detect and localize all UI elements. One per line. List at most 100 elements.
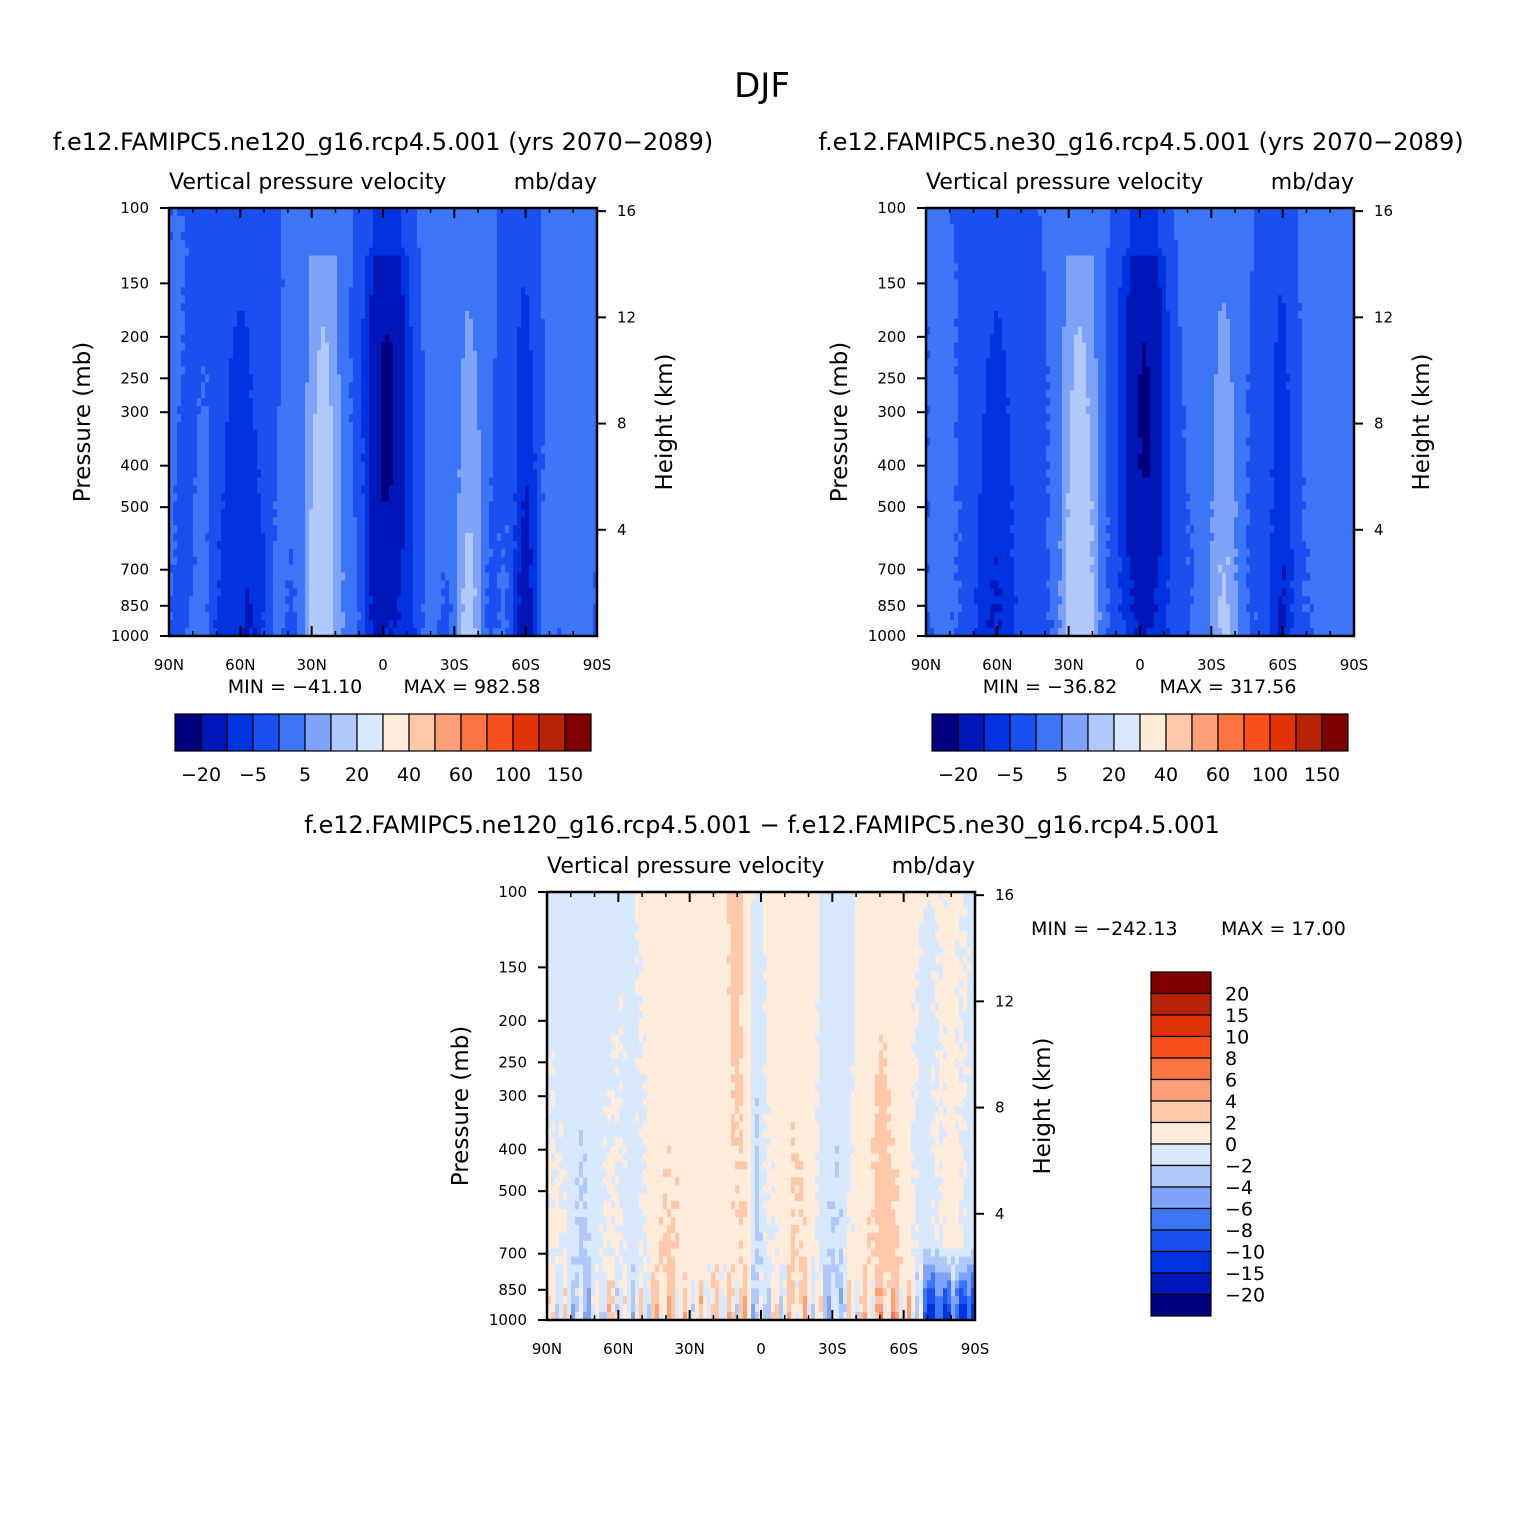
- contour-band: [827, 1256, 832, 1266]
- colorbar-swatch: [1150, 1121, 1212, 1145]
- contour-band: [1166, 588, 1171, 605]
- colorbar-tick-label: 20: [1102, 764, 1126, 786]
- contour-band: [1046, 580, 1051, 590]
- contour-band: [643, 1256, 648, 1274]
- contour-band: [647, 1288, 652, 1305]
- contour-band: [926, 501, 931, 518]
- colorbar-swatch: [1035, 713, 1063, 752]
- contour-band: [970, 208, 975, 636]
- contour-band: [635, 955, 640, 964]
- contour-band: [935, 939, 940, 957]
- contour-band: [931, 1145, 936, 1155]
- contour-band: [958, 588, 963, 605]
- contour-band: [1226, 604, 1231, 636]
- contour-band: [935, 1050, 940, 1060]
- contour-band: [655, 1280, 660, 1305]
- contour-band: [533, 208, 538, 455]
- contour-band: [959, 979, 964, 988]
- contour-band: [1158, 247, 1163, 288]
- contour-band: [639, 1137, 644, 1194]
- contour-band: [1290, 208, 1295, 550]
- contour-band: [373, 208, 378, 257]
- contour-band: [611, 1145, 616, 1178]
- contour-band: [201, 398, 206, 407]
- contour-band: [1090, 208, 1095, 257]
- contour-band: [691, 1312, 696, 1320]
- contour-band: [173, 485, 178, 494]
- contour-band: [437, 620, 442, 636]
- contour-band: [1082, 255, 1087, 344]
- colorbar-tick-label: 6: [1225, 1070, 1237, 1092]
- contour-band: [217, 208, 222, 542]
- contour-band: [1022, 208, 1027, 636]
- contour-band: [943, 1216, 948, 1226]
- contour-band: [643, 1121, 648, 1147]
- contour-band: [489, 556, 494, 636]
- contour-band: [971, 1272, 975, 1289]
- contour-band: [759, 1256, 764, 1266]
- contour-band: [915, 1090, 920, 1099]
- contour-band: [1130, 208, 1135, 257]
- contour-band: [895, 1312, 900, 1320]
- contour-band: [943, 899, 948, 909]
- y-axis-right-label: Height (km): [652, 353, 678, 490]
- contour-band: [667, 1209, 672, 1218]
- contour-band: [1118, 556, 1123, 574]
- contour-band: [775, 1248, 780, 1258]
- contour-band: [731, 1082, 736, 1091]
- contour-band: [1014, 596, 1019, 605]
- contour-band: [1106, 517, 1111, 526]
- contour-band: [639, 1256, 644, 1274]
- contour-band: [703, 892, 708, 1281]
- contour-band: [1302, 596, 1307, 605]
- contour-band: [795, 1153, 800, 1171]
- contour-band: [635, 1296, 640, 1305]
- contour-band: [173, 493, 178, 502]
- contour-band: [879, 1304, 884, 1313]
- contour-band: [939, 1185, 944, 1194]
- y-right-tick-label: 16: [617, 202, 636, 220]
- contour-band: [931, 1216, 936, 1226]
- contour-band: [883, 1074, 888, 1274]
- contour-band: [739, 1256, 744, 1266]
- contour-band: [763, 1169, 768, 1186]
- contour-band: [950, 612, 955, 621]
- contour-band: [847, 1193, 852, 1218]
- contour-band: [1282, 604, 1287, 629]
- contour-band: [1122, 620, 1127, 636]
- contour-band: [791, 1137, 796, 1147]
- contour-band: [1154, 612, 1159, 636]
- contour-band: [1138, 469, 1143, 636]
- y-tick-label: 100: [498, 883, 527, 901]
- contour-band: [743, 1201, 748, 1218]
- contour-band: [353, 208, 358, 518]
- contour-band: [923, 1288, 928, 1313]
- contour-band: [990, 334, 995, 582]
- contour-band: [533, 453, 538, 463]
- contour-band: [615, 1296, 620, 1305]
- contour-band: [457, 493, 462, 636]
- contour-band: [911, 1185, 916, 1226]
- contour-band: [611, 1050, 616, 1060]
- contour-band: [839, 1304, 844, 1320]
- contour-band: [591, 892, 596, 1297]
- contour-band: [575, 892, 580, 1178]
- contour-band: [954, 572, 959, 582]
- contour-band: [819, 892, 824, 1274]
- contour-band: [217, 596, 222, 636]
- contour-band: [285, 612, 290, 636]
- contour-band: [851, 1145, 856, 1155]
- contour-band: [389, 620, 394, 629]
- contour-band: [911, 1161, 916, 1171]
- contour-band: [1090, 540, 1095, 558]
- contour-band: [791, 1224, 796, 1274]
- contour-band: [309, 509, 314, 636]
- contour-band: [835, 1216, 840, 1226]
- contour-band: [603, 1161, 608, 1171]
- contour-band: [871, 1280, 876, 1289]
- contour-band: [863, 1312, 868, 1320]
- contour-band: [285, 596, 290, 605]
- contour-band: [967, 1256, 972, 1266]
- contour-band: [1154, 208, 1159, 257]
- colorbar-tick-label: 5: [1056, 764, 1068, 786]
